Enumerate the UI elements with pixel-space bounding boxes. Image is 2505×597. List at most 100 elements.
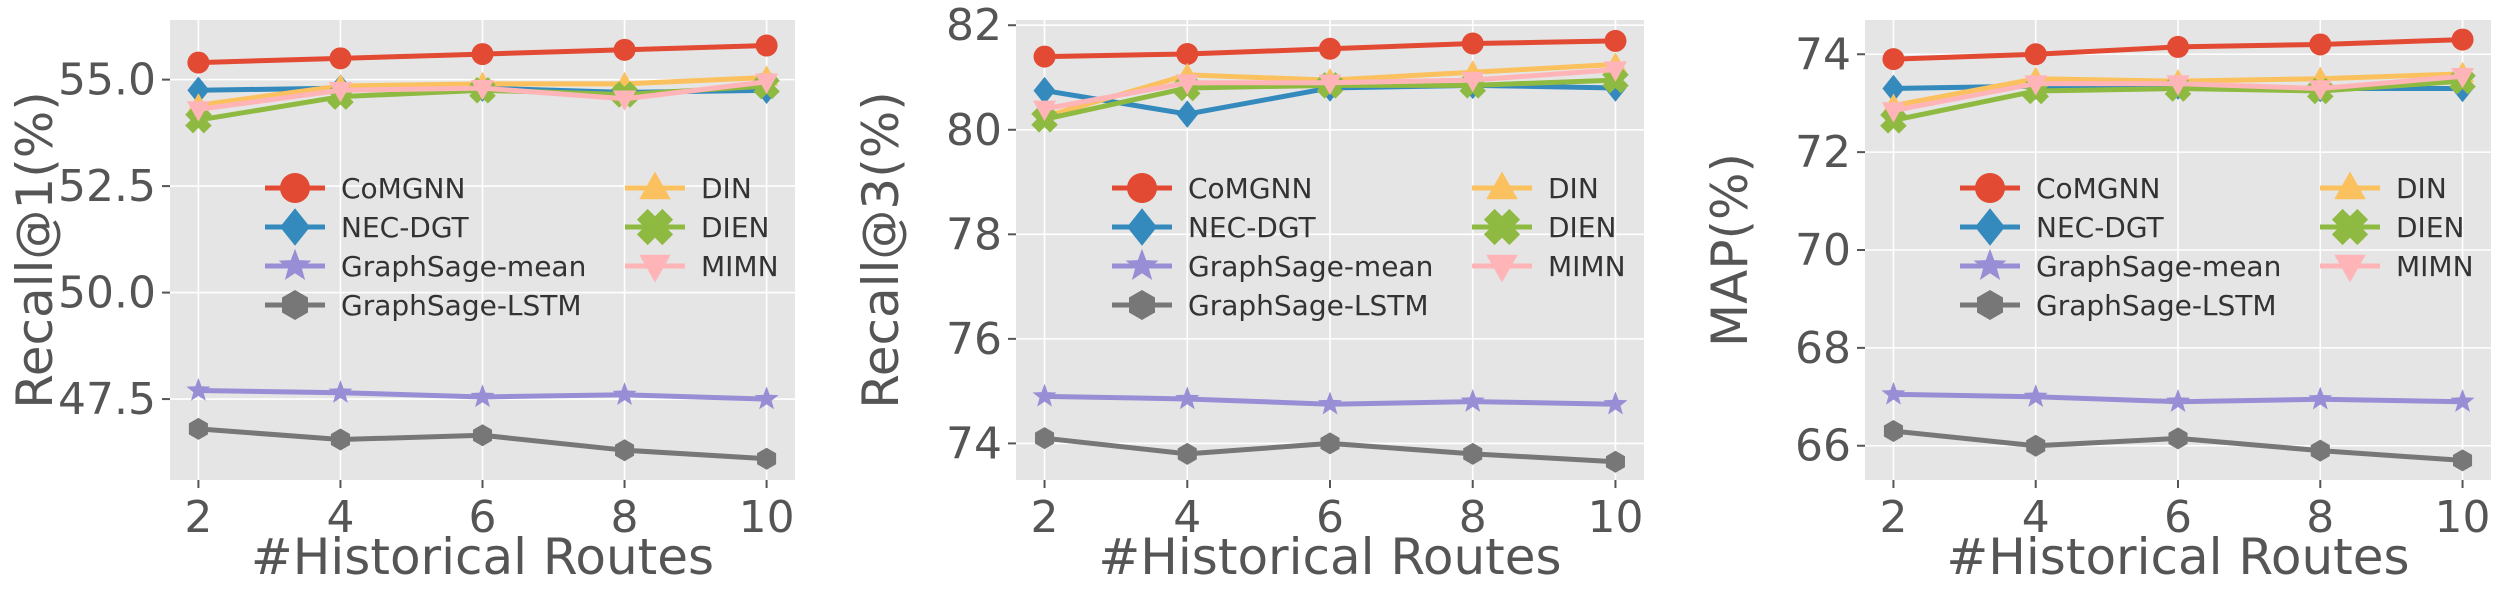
data-point-comgnn xyxy=(2024,43,2047,66)
x-tick-label: 4 xyxy=(1173,492,1201,543)
data-point-mimn xyxy=(755,73,779,94)
y-tick-label: 66 xyxy=(1795,421,1851,472)
data-point-graphsage-lstm xyxy=(1883,420,1903,443)
data-point-mimn xyxy=(2308,80,2332,101)
data-point-graphsage-mean xyxy=(328,380,353,403)
data-point-graphsage-lstm xyxy=(472,424,493,447)
legend-marker-comgnn xyxy=(1975,173,2005,203)
data-point-mimn xyxy=(1175,74,1199,95)
y-axis-label: Recall@1(%) xyxy=(6,91,64,409)
legend-label-dien: DIEN xyxy=(2396,211,2464,244)
data-point-mimn xyxy=(186,101,210,122)
x-tick-label: 2 xyxy=(1031,492,1059,543)
data-point-graphsage-mean xyxy=(612,382,637,406)
data-point-graphsage-mean xyxy=(2308,386,2333,410)
legend-label-graphsage-mean: GraphSage-mean xyxy=(1188,250,1433,283)
x-tick-label: 8 xyxy=(1459,492,1487,543)
legend-marker-nec-dgt xyxy=(1127,208,1157,246)
y-tick-label: 74 xyxy=(1795,29,1851,80)
legend-label-nec-dgt: NEC-DGT xyxy=(341,211,470,244)
x-axis-label: #Historical Routes xyxy=(1098,528,1561,586)
legend-marker-comgnn xyxy=(280,173,310,203)
data-point-graphsage-mean xyxy=(754,386,779,410)
data-point-comgnn xyxy=(2167,35,2189,58)
data-point-graphsage-mean xyxy=(186,377,211,401)
data-point-graphsage-lstm xyxy=(330,428,350,451)
x-tick-label: 10 xyxy=(2435,492,2491,543)
data-point-comgnn xyxy=(613,38,636,61)
legend-marker-graphsage-mean xyxy=(1125,248,1159,280)
legend-marker-graphsage-mean xyxy=(1973,248,2007,280)
data-point-graphsage-lstm xyxy=(1605,450,1625,473)
legend-label-graphsage-lstm: GraphSage-LSTM xyxy=(341,289,582,322)
legend-label-din: DIN xyxy=(701,172,752,205)
x-tick-label: 6 xyxy=(469,492,497,543)
x-tick-label: 2 xyxy=(1879,492,1907,543)
legend-marker-din xyxy=(2334,171,2366,200)
data-point-comgnn xyxy=(1882,48,1905,71)
legend-label-nec-dgt: NEC-DGT xyxy=(2036,211,2165,244)
legend: CoMGNN NEC-DGT GraphSage-mean GraphSage-LST… xyxy=(1960,171,2474,322)
legend-marker-comgnn xyxy=(1127,173,1157,203)
y-tick-label: 70 xyxy=(1795,225,1851,276)
x-tick-label: 6 xyxy=(1316,492,1344,543)
legend-label-comgnn: CoMGNN xyxy=(341,172,465,205)
data-point-comgnn xyxy=(1461,32,1484,55)
data-point-comgnn xyxy=(471,43,494,66)
data-point-mimn xyxy=(1603,61,1628,82)
y-tick-label: 72 xyxy=(1795,127,1851,178)
y-tick-label: 68 xyxy=(1795,323,1851,374)
data-point-comgnn xyxy=(2451,28,2474,51)
data-point-mimn xyxy=(328,82,353,103)
y-tick-label: 80 xyxy=(946,105,1002,156)
data-point-graphsage-mean xyxy=(1175,386,1200,410)
data-point-graphsage-mean xyxy=(1460,388,1485,412)
y-tick-label: 50.0 xyxy=(58,268,156,319)
y-tick-label: 78 xyxy=(946,209,1002,260)
x-tick-label: 6 xyxy=(2164,492,2192,543)
data-point-graphsage-mean xyxy=(1881,381,1906,405)
data-point-comgnn xyxy=(1176,42,1199,65)
legend-label-graphsage-lstm: GraphSage-LSTM xyxy=(2036,289,2277,322)
data-point-mimn xyxy=(2024,75,2048,96)
chart-panel-2: 74 76 78 80 82 2 4 6 8 10 #Historical Routes Recall… xyxy=(852,0,1644,586)
data-point-mimn xyxy=(2166,75,2190,96)
x-tick-label: 8 xyxy=(2306,492,2334,543)
data-point-graphsage-lstm xyxy=(2168,427,2188,450)
legend-label-mimn: MIMN xyxy=(2396,250,2474,283)
data-point-graphsage-lstm xyxy=(2310,439,2330,462)
legend-marker-nec-dgt xyxy=(1975,208,2005,246)
data-point-comgnn xyxy=(187,51,210,74)
data-point-nec-dgt xyxy=(1033,76,1056,105)
data-point-mimn xyxy=(612,90,637,111)
legend-marker-nec-dgt xyxy=(280,208,310,246)
legend-marker-din xyxy=(1486,171,1518,200)
x-tick-label: 10 xyxy=(739,492,795,543)
legend-marker-mimn xyxy=(1486,254,1518,283)
legend-label-din: DIN xyxy=(1548,172,1599,205)
legend-marker-mimn xyxy=(639,254,671,283)
legend-marker-graphsage-lstm xyxy=(282,290,308,320)
data-point-graphsage-lstm xyxy=(615,439,635,462)
y-tick-label: 47.5 xyxy=(58,374,156,425)
x-tick-label: 2 xyxy=(184,492,212,543)
x-tick-label: 4 xyxy=(326,492,354,543)
x-tick-label: 10 xyxy=(1587,492,1643,543)
y-tick-label: 82 xyxy=(946,0,1002,51)
y-axis-label: Recall@3(%) xyxy=(852,91,910,409)
legend-label-mimn: MIMN xyxy=(701,250,779,283)
data-point-graphsage-mean xyxy=(2165,389,2191,412)
data-point-graphsage-lstm xyxy=(1035,427,1055,450)
data-point-graphsage-lstm xyxy=(2026,434,2046,457)
legend: CoMGNN NEC-DGT GraphSage-mean GraphSage-LST… xyxy=(265,171,779,322)
data-point-mimn xyxy=(1881,102,1906,123)
legend-label-dien: DIEN xyxy=(701,211,769,244)
data-point-mimn xyxy=(2450,68,2475,89)
y-tick-label: 74 xyxy=(946,418,1002,469)
legend-marker-graphsage-lstm xyxy=(1129,290,1155,320)
legend-marker-dien xyxy=(2331,208,2369,246)
legend-marker-mimn xyxy=(2334,254,2366,283)
